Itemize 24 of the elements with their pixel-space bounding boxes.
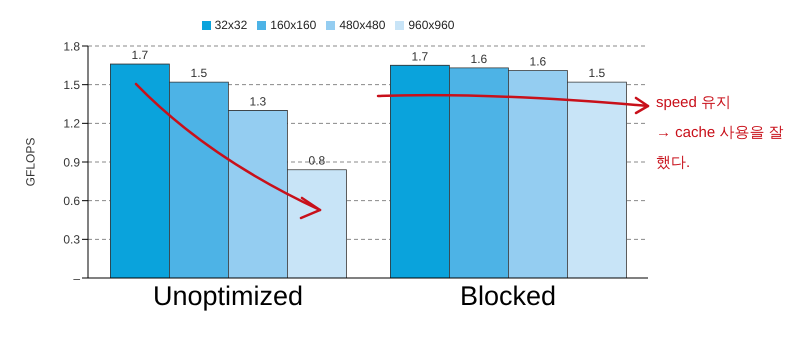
y-tick-label: – [73, 271, 80, 286]
y-tick-label: 1.8 [63, 39, 80, 54]
text: speed 유지 [656, 93, 732, 113]
data-label: 0.8 [308, 154, 326, 168]
x-tick-label: Unoptimized [152, 281, 304, 312]
y-axis-title: GFLOPS [23, 138, 38, 186]
data-label: 1.7 [132, 48, 149, 62]
y-tick-label: 1.5 [63, 78, 80, 92]
y-tick-label: 1.2 [63, 116, 80, 131]
y-tick-label: 0.6 [63, 194, 80, 208]
data-label: 1.5 [588, 66, 606, 80]
data-label: 1.6 [530, 54, 547, 68]
x-tick-label: Blocked [460, 281, 556, 312]
text: → cache 사용을 잘했다. [656, 123, 785, 173]
data-label: 1.5 [190, 66, 208, 80]
data-label: 1.6 [470, 52, 488, 66]
legend-label: 480x480 [339, 18, 386, 32]
y-tick-label: 0.9 [63, 155, 80, 170]
legend-label: 32x32 [214, 18, 248, 32]
data-label: 1.7 [412, 49, 429, 64]
y-tick-label: 0.3 [63, 232, 80, 247]
data-label: 1.3 [250, 94, 267, 108]
legend-label: 160x160 [270, 18, 316, 32]
legend-label: 960x960 [408, 18, 454, 32]
